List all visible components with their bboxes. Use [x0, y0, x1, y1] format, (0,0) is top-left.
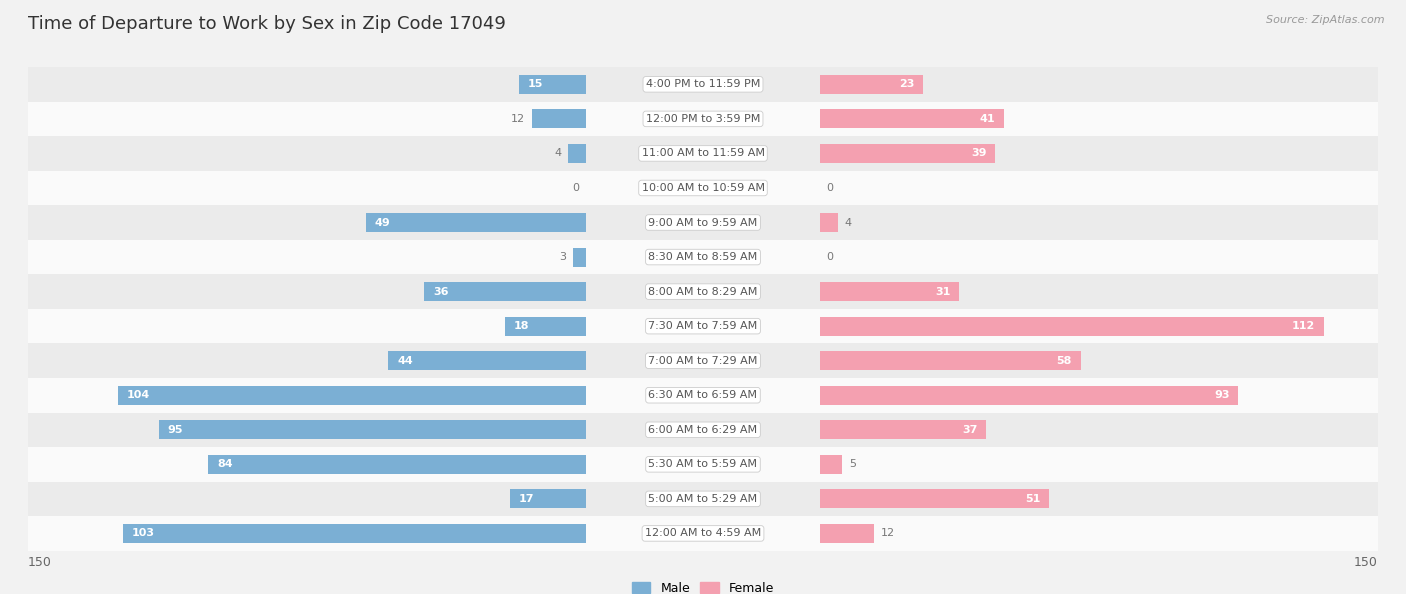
- Text: 5: 5: [849, 459, 856, 469]
- Text: 95: 95: [167, 425, 183, 435]
- Text: 0: 0: [572, 183, 579, 193]
- Text: 51: 51: [1025, 494, 1040, 504]
- Text: 39: 39: [972, 148, 987, 159]
- Bar: [6, 102, 1400, 136]
- Text: 0: 0: [827, 183, 834, 193]
- Bar: [6, 516, 1400, 551]
- Text: 4: 4: [554, 148, 561, 159]
- Bar: [820, 351, 1081, 370]
- Text: 31: 31: [935, 287, 950, 296]
- Text: 7:00 AM to 7:29 AM: 7:00 AM to 7:29 AM: [648, 356, 758, 366]
- Text: 8:00 AM to 8:29 AM: 8:00 AM to 8:29 AM: [648, 287, 758, 296]
- Bar: [425, 282, 586, 301]
- Bar: [6, 343, 1400, 378]
- Bar: [122, 524, 586, 543]
- Text: 36: 36: [433, 287, 449, 296]
- Text: 5:30 AM to 5:59 AM: 5:30 AM to 5:59 AM: [648, 459, 758, 469]
- Bar: [519, 75, 586, 94]
- Bar: [118, 386, 586, 405]
- Text: 5:00 AM to 5:29 AM: 5:00 AM to 5:29 AM: [648, 494, 758, 504]
- Bar: [208, 455, 586, 474]
- Text: 103: 103: [132, 529, 155, 538]
- Bar: [6, 378, 1400, 412]
- Text: 150: 150: [1354, 556, 1378, 569]
- Text: 44: 44: [396, 356, 413, 366]
- Text: 23: 23: [898, 80, 914, 89]
- Text: 104: 104: [127, 390, 150, 400]
- Bar: [159, 421, 586, 440]
- Text: 12:00 PM to 3:59 PM: 12:00 PM to 3:59 PM: [645, 114, 761, 124]
- Bar: [388, 351, 586, 370]
- Text: 4:00 PM to 11:59 PM: 4:00 PM to 11:59 PM: [645, 80, 761, 89]
- Bar: [820, 144, 995, 163]
- Bar: [6, 482, 1400, 516]
- Bar: [820, 524, 875, 543]
- Text: 7:30 AM to 7:59 AM: 7:30 AM to 7:59 AM: [648, 321, 758, 331]
- Bar: [820, 421, 987, 440]
- Bar: [509, 489, 586, 508]
- Bar: [6, 240, 1400, 274]
- Bar: [820, 489, 1049, 508]
- Bar: [820, 213, 838, 232]
- Text: 8:30 AM to 8:59 AM: 8:30 AM to 8:59 AM: [648, 252, 758, 262]
- Bar: [6, 274, 1400, 309]
- Text: 84: 84: [217, 459, 233, 469]
- Text: 150: 150: [28, 556, 52, 569]
- Text: 3: 3: [558, 252, 565, 262]
- Text: 112: 112: [1292, 321, 1315, 331]
- Text: Source: ZipAtlas.com: Source: ZipAtlas.com: [1267, 15, 1385, 25]
- Text: 6:00 AM to 6:29 AM: 6:00 AM to 6:29 AM: [648, 425, 758, 435]
- Text: 10:00 AM to 10:59 AM: 10:00 AM to 10:59 AM: [641, 183, 765, 193]
- Bar: [572, 248, 586, 267]
- Bar: [820, 455, 842, 474]
- Bar: [568, 144, 586, 163]
- Bar: [6, 206, 1400, 240]
- Bar: [6, 309, 1400, 343]
- Text: 4: 4: [845, 217, 852, 228]
- Text: 58: 58: [1056, 356, 1071, 366]
- Text: 41: 41: [980, 114, 995, 124]
- Text: 9:00 AM to 9:59 AM: 9:00 AM to 9:59 AM: [648, 217, 758, 228]
- Text: 93: 93: [1213, 390, 1229, 400]
- Bar: [366, 213, 586, 232]
- Bar: [6, 67, 1400, 102]
- Text: 18: 18: [515, 321, 530, 331]
- Text: 15: 15: [527, 80, 543, 89]
- Bar: [6, 170, 1400, 206]
- Text: 6:30 AM to 6:59 AM: 6:30 AM to 6:59 AM: [648, 390, 758, 400]
- Text: 12: 12: [512, 114, 526, 124]
- Bar: [820, 317, 1324, 336]
- Bar: [531, 109, 586, 128]
- Legend: Male, Female: Male, Female: [627, 577, 779, 594]
- Text: 37: 37: [962, 425, 977, 435]
- Text: 17: 17: [519, 494, 534, 504]
- Bar: [6, 447, 1400, 482]
- Text: 49: 49: [374, 217, 391, 228]
- Bar: [820, 282, 959, 301]
- Text: 12: 12: [880, 529, 894, 538]
- Bar: [505, 317, 586, 336]
- Bar: [6, 412, 1400, 447]
- Text: 12:00 AM to 4:59 AM: 12:00 AM to 4:59 AM: [645, 529, 761, 538]
- Text: 11:00 AM to 11:59 AM: 11:00 AM to 11:59 AM: [641, 148, 765, 159]
- Text: Time of Departure to Work by Sex in Zip Code 17049: Time of Departure to Work by Sex in Zip …: [28, 15, 506, 33]
- Bar: [820, 75, 924, 94]
- Bar: [6, 136, 1400, 170]
- Bar: [820, 109, 1004, 128]
- Text: 0: 0: [827, 252, 834, 262]
- Bar: [820, 386, 1239, 405]
